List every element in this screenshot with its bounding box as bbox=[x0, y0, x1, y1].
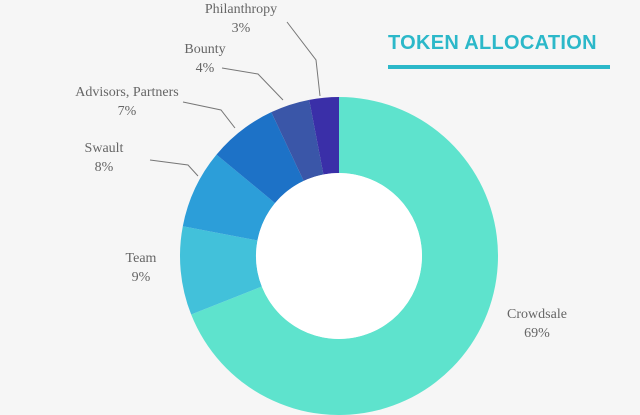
donut-slice-advisors-partners bbox=[216, 112, 304, 204]
slice-value-team: 9% bbox=[132, 270, 151, 285]
slice-label-advisors-partners: Advisors, Partners bbox=[75, 85, 178, 100]
slice-label-team: Team bbox=[126, 251, 157, 266]
leader-line-swault bbox=[149, 159, 199, 177]
donut-hole bbox=[256, 173, 422, 339]
slice-value-crowdsale: 69% bbox=[524, 326, 550, 341]
leader-line-advisors-partners bbox=[182, 101, 236, 129]
donut-slice-philanthropy bbox=[309, 97, 339, 175]
donut-slice-swault bbox=[182, 154, 276, 241]
slice-value-swault: 8% bbox=[95, 160, 114, 175]
slice-value-philanthropy: 3% bbox=[232, 21, 251, 36]
slice-label-swault: Swault bbox=[85, 141, 124, 156]
donut-slice-bounty bbox=[271, 99, 324, 181]
title-underline bbox=[388, 65, 610, 69]
donut-slice-crowdsale bbox=[191, 97, 499, 415]
chart-title: TOKEN ALLOCATION bbox=[388, 32, 597, 54]
slice-value-bounty: 4% bbox=[196, 61, 215, 76]
leader-line-philanthropy bbox=[286, 21, 321, 97]
donut-slice-team bbox=[180, 226, 262, 315]
leader-line-bounty bbox=[221, 67, 284, 101]
slice-label-philanthropy: Philanthropy bbox=[205, 2, 277, 17]
slice-label-crowdsale: Crowdsale bbox=[507, 307, 567, 322]
slice-value-advisors-partners: 7% bbox=[118, 104, 137, 119]
slice-label-bounty: Bounty bbox=[184, 42, 225, 57]
